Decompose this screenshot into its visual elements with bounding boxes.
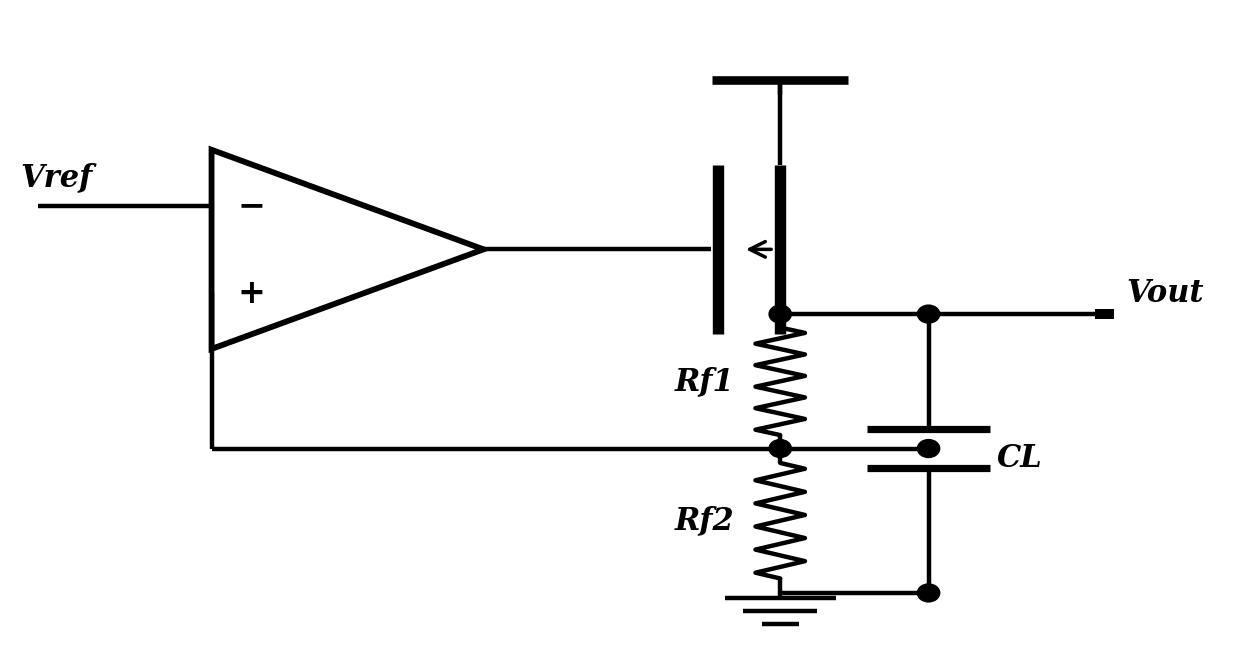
Circle shape [917,440,939,458]
Text: −: − [237,189,265,222]
Circle shape [769,305,792,323]
Text: +: + [237,277,265,310]
Circle shape [917,584,939,602]
Text: Vref: Vref [20,163,92,193]
Text: Rf2: Rf2 [675,505,735,537]
Circle shape [769,440,792,458]
Circle shape [917,305,939,323]
Text: Rf1: Rf1 [675,366,735,397]
Text: Vout: Vout [1126,278,1204,309]
Text: CL: CL [996,443,1042,474]
